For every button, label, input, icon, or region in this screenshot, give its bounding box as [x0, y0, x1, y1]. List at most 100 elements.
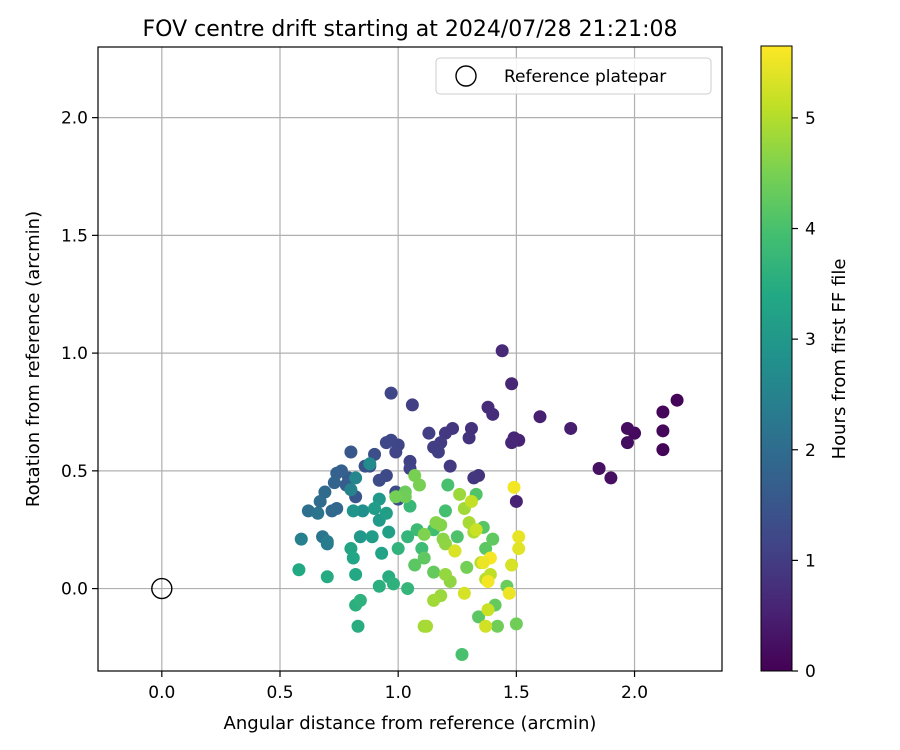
legend-entry-reference: Reference platepar: [504, 67, 666, 87]
x-tick-label: 0.0: [148, 683, 175, 703]
reference-marker-layer: [151, 577, 173, 600]
data-point: [346, 551, 360, 565]
colorbar-tick-label: 4: [805, 220, 816, 240]
data-point: [441, 478, 455, 492]
x-tick-label: 1.0: [385, 683, 412, 703]
data-point: [469, 523, 483, 537]
data-point: [398, 490, 412, 504]
grid-lines: [98, 47, 722, 671]
data-point: [405, 398, 419, 412]
data-point: [427, 593, 441, 607]
data-point: [486, 532, 500, 546]
data-point: [505, 436, 519, 450]
data-point: [344, 445, 358, 459]
data-point: [438, 504, 452, 518]
data-point: [372, 579, 386, 593]
data-point: [509, 617, 523, 631]
data-point: [431, 445, 445, 459]
legend-box: [435, 57, 712, 95]
data-point: [320, 570, 334, 584]
data-point: [294, 532, 308, 546]
colorbar-tick-label: 2: [805, 441, 816, 461]
data-point: [311, 506, 325, 520]
x-tick-label: 1.5: [503, 683, 530, 703]
data-point: [375, 546, 389, 560]
data-point: [467, 471, 481, 485]
data-point: [327, 476, 341, 490]
data-point: [349, 471, 363, 485]
data-point: [512, 530, 526, 544]
data-point: [604, 471, 618, 485]
data-point: [417, 551, 431, 565]
data-point: [344, 483, 358, 497]
data-point: [472, 610, 486, 624]
y-axis-ticks: 0.0 0.5 1.0 1.5 2.0: [61, 109, 98, 600]
data-point: [379, 436, 393, 450]
legend-marker: [455, 65, 477, 87]
data-point: [408, 558, 422, 572]
data-point: [401, 582, 415, 596]
data-point: [460, 560, 474, 574]
data-point: [533, 410, 547, 424]
x-tick-label: 2.0: [621, 683, 648, 703]
data-point: [450, 530, 464, 544]
data-points: [292, 344, 684, 662]
data-point: [656, 424, 670, 438]
data-point: [670, 393, 684, 407]
colorbar-ticks: 0 1 2 3 4 5: [792, 109, 816, 682]
data-point: [372, 473, 386, 487]
data-point: [363, 457, 377, 471]
data-point: [420, 619, 434, 633]
y-tick-label: 0.5: [61, 462, 88, 482]
y-tick-label: 1.5: [61, 226, 88, 246]
data-point: [379, 506, 393, 520]
data-point: [453, 487, 467, 501]
data-point: [495, 344, 509, 358]
data-point: [438, 537, 452, 551]
data-point: [509, 494, 523, 508]
data-point: [620, 436, 634, 450]
data-point: [512, 542, 526, 556]
data-point: [422, 426, 436, 440]
data-point: [502, 586, 516, 600]
colorbar-tick-label: 3: [805, 330, 816, 350]
data-point: [620, 421, 634, 435]
data-point: [320, 534, 334, 548]
plot-frame: [97, 46, 723, 672]
data-point: [391, 542, 405, 556]
data-point: [365, 530, 379, 544]
y-axis-label: Rotation from reference (arcmin): [23, 211, 44, 507]
data-point: [353, 530, 367, 544]
data-point: [481, 575, 495, 589]
data-point: [386, 577, 400, 591]
data-point: [564, 421, 578, 435]
chart-title: FOV centre drift starting at 2024/07/28 …: [143, 17, 678, 42]
data-point: [412, 478, 426, 492]
data-point: [351, 619, 365, 633]
data-point: [481, 603, 495, 617]
x-tick-label: 0.5: [266, 683, 293, 703]
data-point: [382, 525, 396, 539]
data-point: [434, 518, 448, 532]
colorbar-tick-label: 5: [805, 109, 816, 129]
colorbar-tick-label: 1: [805, 551, 816, 571]
y-tick-label: 0.0: [61, 580, 88, 600]
colorbar: [760, 45, 793, 672]
data-point: [438, 567, 452, 581]
colorbar-tick-label: 0: [805, 662, 816, 682]
data-point: [490, 619, 504, 633]
y-tick-label: 1.0: [61, 344, 88, 364]
colorbar-label: Hours from first FF file: [829, 259, 850, 460]
data-point: [486, 407, 500, 421]
data-point: [443, 459, 457, 473]
x-axis-ticks: 0.0 0.5 1.0 1.5 2.0: [148, 671, 648, 703]
data-point: [457, 586, 471, 600]
data-point: [656, 443, 670, 457]
data-point: [292, 563, 306, 577]
data-point: [313, 494, 327, 508]
data-point: [346, 504, 360, 518]
data-point: [505, 377, 519, 391]
data-point: [455, 648, 469, 662]
data-point: [464, 494, 478, 508]
